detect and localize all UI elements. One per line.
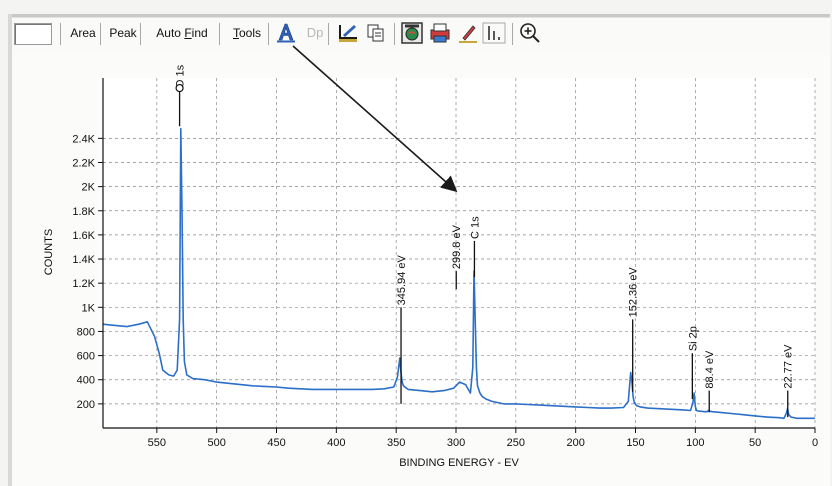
y-tick-label: 2K	[82, 182, 96, 194]
toolbar-separator	[219, 23, 220, 45]
peak-label: 88.4 eV	[704, 350, 716, 389]
plot-area	[103, 78, 815, 428]
bar-markers-icon[interactable]	[482, 21, 506, 45]
toolbar-separator	[512, 23, 513, 45]
peak-label: 345.94 eV	[396, 254, 408, 305]
peak-label: O 1s	[175, 64, 187, 88]
peak-marker-dot	[175, 83, 184, 93]
peak-label: Si 2p	[687, 326, 699, 351]
tools-label-end: ools	[238, 26, 261, 40]
y-axis-label: COUNTS	[43, 229, 55, 275]
y-tick-label: 2.2K	[72, 157, 95, 169]
toolbar-separator	[268, 23, 269, 45]
print-icon[interactable]	[428, 21, 452, 45]
image-icon[interactable]	[400, 21, 424, 45]
x-tick-label: 450	[267, 437, 285, 449]
zoom-in-icon[interactable]	[518, 21, 542, 45]
y-tick-label: 1.6K	[72, 230, 95, 242]
toolbar: Area Peak Auto Find Tools Dp	[12, 17, 830, 51]
spectrum-series	[102, 127, 815, 420]
x-tick-label: 150	[626, 437, 644, 449]
peak-label: 299.8 eV	[451, 224, 463, 269]
y-tick-label: 1.4K	[72, 254, 95, 266]
peak-label: C 1s	[469, 216, 481, 239]
copy-icon[interactable]	[364, 21, 388, 45]
x-tick-label: 400	[327, 437, 345, 449]
toolbar-separator	[60, 23, 61, 45]
toolbar-separator	[328, 23, 329, 45]
toolbar-separator	[100, 23, 101, 45]
window-left-frame	[8, 14, 12, 486]
toolbar-separator	[394, 23, 395, 45]
y-tick-label: 2.4K	[72, 133, 95, 145]
auto-find-label-end: ind	[191, 26, 208, 40]
y-tick-label: 600	[77, 351, 95, 363]
y-tick-label: 1K	[82, 302, 96, 314]
x-tick-label: 50	[749, 437, 761, 449]
y-tick-label: 1.8K	[72, 206, 95, 218]
x-tick-label: 250	[507, 437, 525, 449]
y-tick-label: 800	[77, 326, 95, 338]
area-button[interactable]: Area	[70, 26, 96, 40]
auto-find-button[interactable]: Auto Find	[143, 21, 221, 45]
peak-label: 22.77 eV	[783, 344, 795, 389]
annotate-a-icon[interactable]	[274, 21, 298, 45]
peak-annotations: O 1s 345.94 eV 299.8 eV C 1s 152.36 eV Si 2p 8…	[175, 64, 795, 418]
annotation-arrow	[292, 45, 458, 193]
x-tick-label: 350	[387, 437, 405, 449]
x-tick-label: 200	[566, 437, 584, 449]
chart-axes: 200 400 600 800 1K 1.2K 1.4K 1.6K 1.8K 2K 2.2K 2.4K…	[72, 78, 818, 449]
x-tick-label: 550	[148, 437, 166, 449]
x-tick-label: 300	[447, 437, 465, 449]
x-tick-label: 0	[812, 437, 818, 449]
grid-lines	[103, 78, 816, 428]
window-top-frame	[10, 0, 830, 17]
y-tick-label: 400	[77, 375, 95, 387]
x-tick-label: 500	[208, 437, 226, 449]
auto-find-label-start: Auto	[156, 26, 185, 40]
draw-edit-icon[interactable]	[336, 21, 360, 45]
auto-find-label-hotkey: F	[184, 26, 192, 40]
dp-button[interactable]: Dp	[306, 25, 324, 40]
y-tick-label: 1.2K	[72, 278, 95, 290]
peak-button[interactable]: Peak	[109, 26, 137, 40]
x-tick-label: 100	[686, 437, 704, 449]
toolbar-blank-field[interactable]	[14, 23, 52, 45]
spectrum-line	[102, 127, 815, 420]
tools-label-hotkey: T	[232, 26, 239, 40]
toolbar-separator	[140, 23, 141, 45]
y-tick-label: 200	[77, 399, 95, 411]
pen-icon[interactable]	[456, 21, 480, 45]
x-axis-label: BINDING ENERGY - EV	[399, 457, 519, 469]
peak-label: 152.36 eV	[628, 267, 640, 318]
tools-button[interactable]: Tools	[222, 21, 272, 45]
